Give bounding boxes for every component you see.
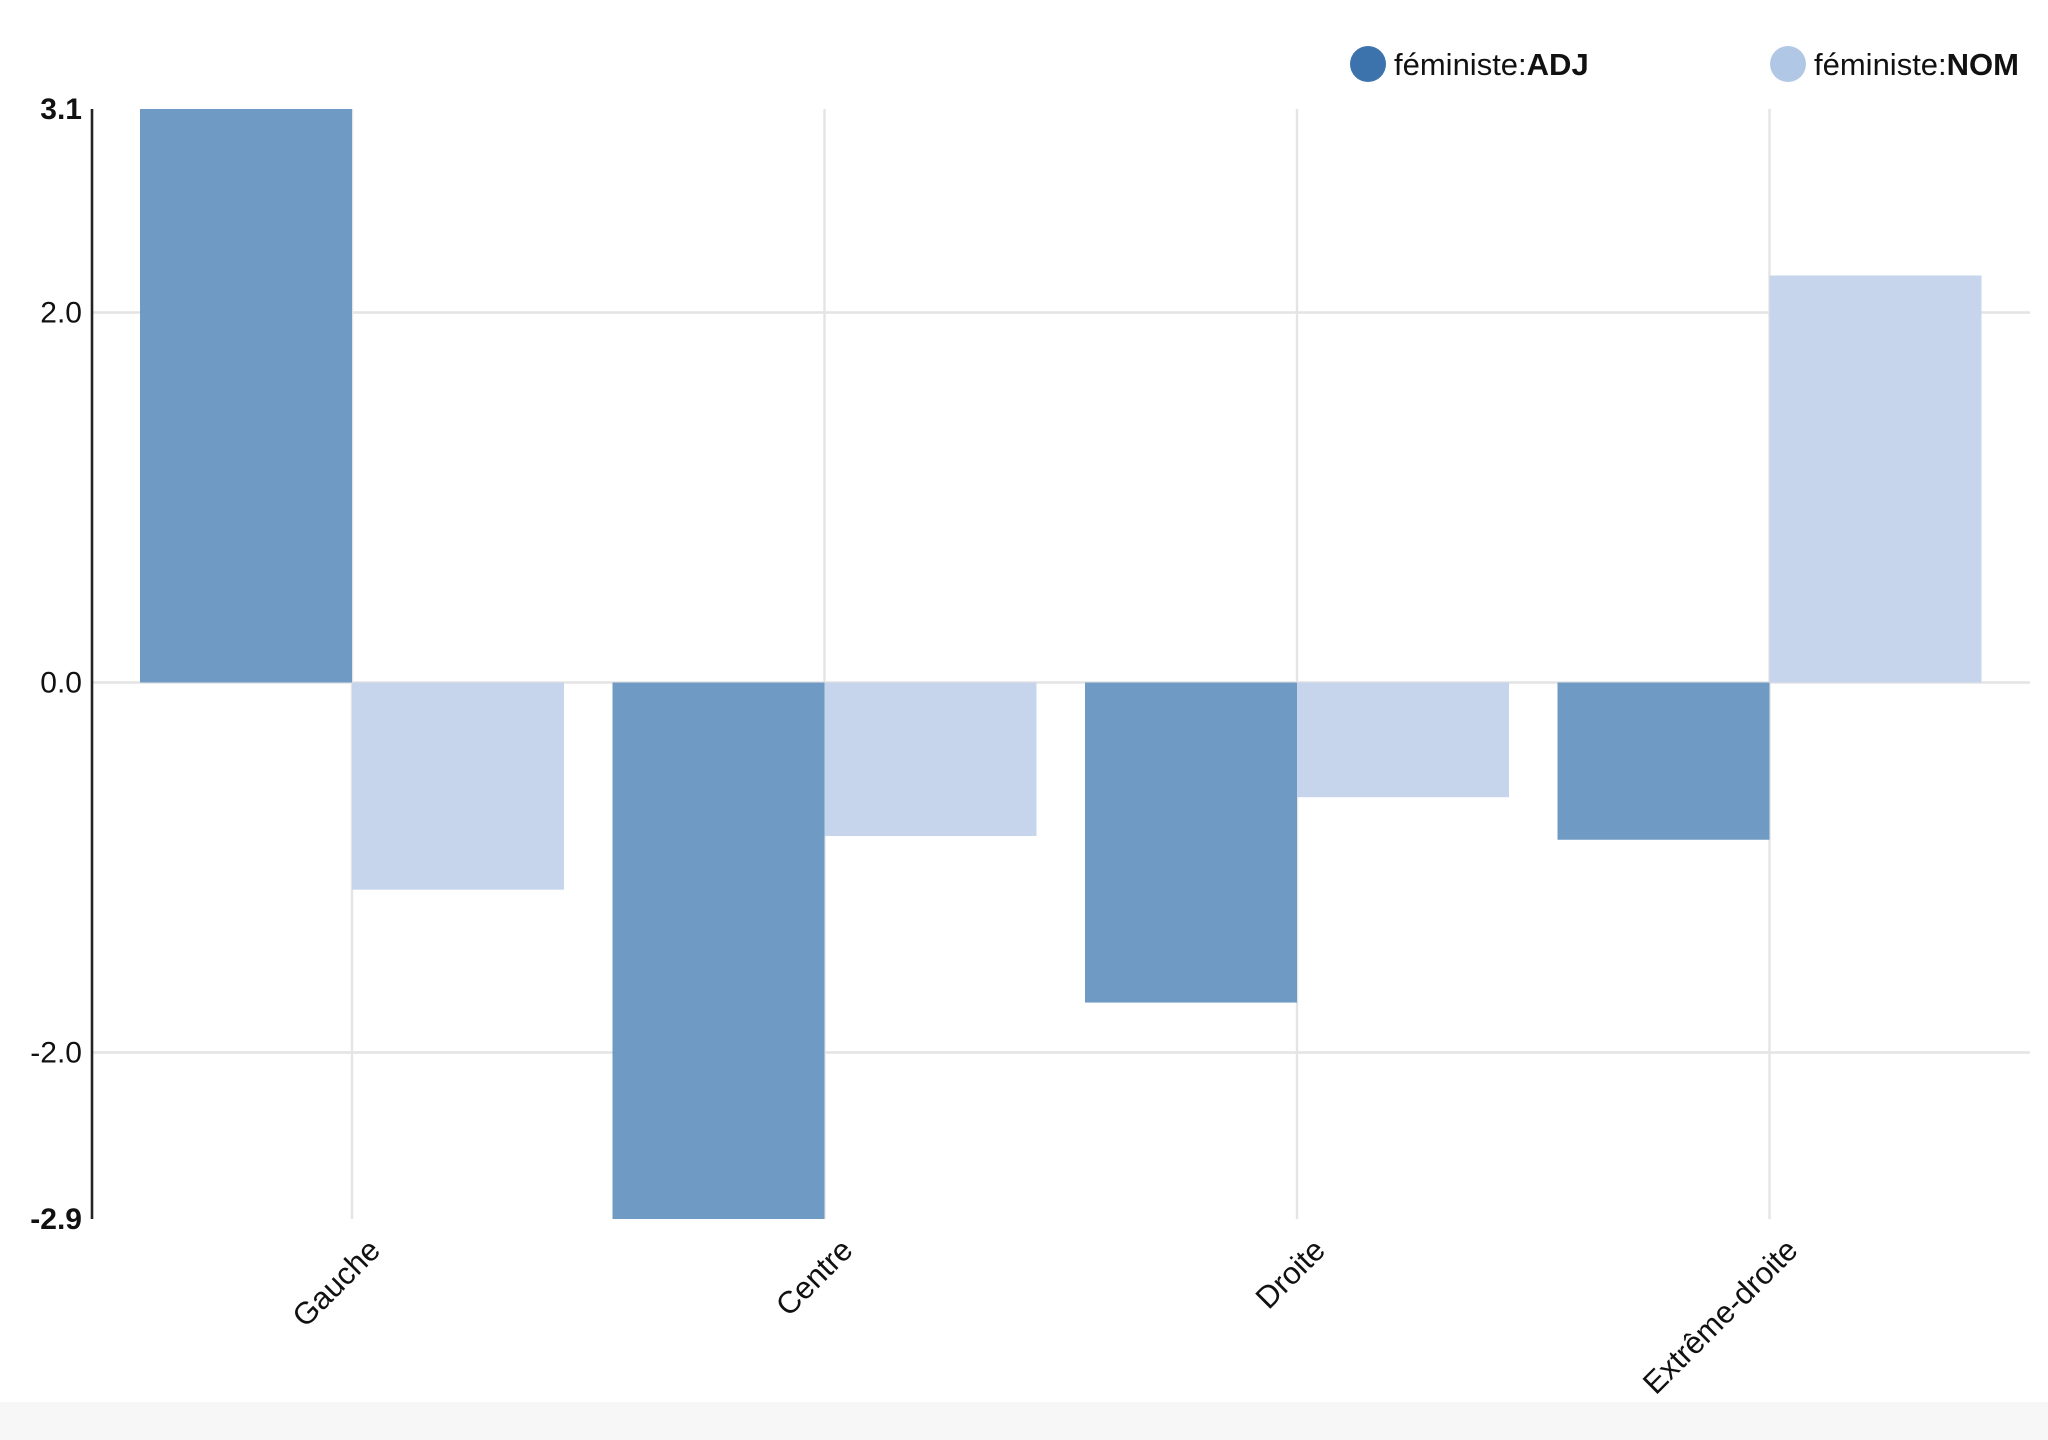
legend-tag: ADJ (1527, 47, 1589, 82)
x-category-label: Gauche (285, 1232, 387, 1334)
legend-separator: : (1938, 47, 1947, 82)
y-tick-label: 0.0 (40, 667, 82, 700)
x-category-label: Droite (1249, 1232, 1332, 1315)
bar-adj-2 (1085, 682, 1297, 1003)
legend-swatch (1350, 46, 1386, 82)
y-tick-label: 2.0 (40, 297, 82, 330)
y-tick-label: 3.1 (40, 93, 82, 126)
legend-entry: féministe:ADJ (1394, 47, 1589, 82)
bar-adj-1 (612, 682, 825, 1219)
y-tick-label: -2.9 (30, 1203, 82, 1236)
bar-adj-0 (140, 109, 352, 683)
legend-entry: féministe:NOM (1814, 47, 2019, 82)
y-tick-label: -2.0 (30, 1037, 82, 1070)
bar-nom-1 (824, 682, 1037, 837)
bar-adj-3 (1557, 682, 1770, 840)
x-category-label: Centre (769, 1232, 860, 1323)
legend-word: féministe (1394, 47, 1518, 82)
bar-nom-3 (1769, 275, 1982, 683)
bottom-strip (0, 1402, 2048, 1440)
legend-tag: NOM (1947, 47, 2019, 82)
x-category-label: Extrême-droite (1636, 1232, 1805, 1401)
legend-separator: : (1518, 47, 1527, 82)
legend-swatch (1770, 46, 1806, 82)
bar-nom-2 (1297, 682, 1509, 798)
legend-word: féministe (1814, 47, 1938, 82)
bar-nom-0 (352, 682, 564, 890)
